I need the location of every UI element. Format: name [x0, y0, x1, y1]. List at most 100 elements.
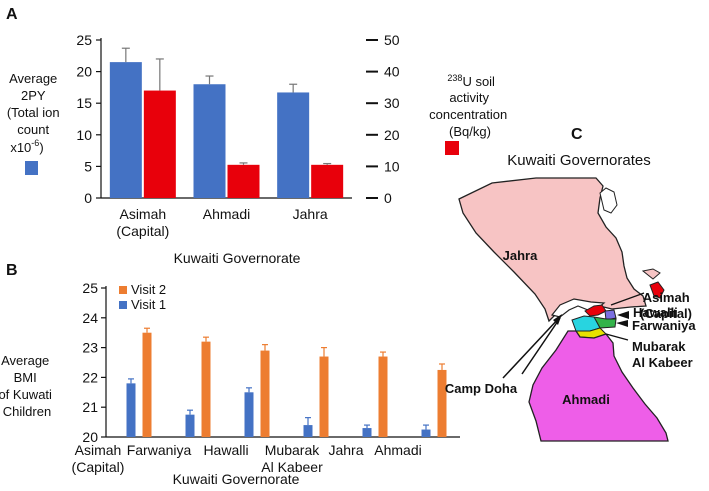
panel-b-bar — [142, 332, 152, 437]
panel-b-x-tick-label: Hawalli — [203, 442, 248, 458]
map-island-2 — [641, 268, 661, 280]
panel-a-right-tick-label: 50 — [384, 32, 400, 48]
panel-a-right-tick-label: 40 — [384, 64, 400, 80]
panel-b-y-tick-label: 20 — [82, 429, 98, 445]
panel-label-c: C — [571, 126, 583, 143]
panel-b-axes: 20 21 22 23 24 25 — [82, 280, 460, 445]
panel-b-bar — [201, 341, 211, 437]
panel-b-legend-swatch — [119, 286, 127, 294]
panel-b-x-tick-label: Mubarak — [265, 442, 320, 458]
panel-b-bar — [378, 356, 388, 437]
panel-b-y-tick-label: 22 — [82, 369, 98, 385]
panel-b-xlabel: Kuwaiti Governorate — [173, 471, 300, 487]
panel-a-right-tick-label: 30 — [384, 95, 400, 111]
map-title: Kuwaiti Governorates — [507, 152, 650, 169]
map-label-camp-doha: Camp Doha — [445, 381, 518, 396]
panel-a-bar — [109, 62, 142, 199]
panel-a-chart: Average 2PY (Total ion count x10-6) 238U… — [7, 32, 511, 266]
panel-b-ylabel: Average BMI of Kuwati Children — [0, 353, 56, 419]
map-label-asimah-line: Asimah — [643, 290, 690, 305]
panel-a-bar — [227, 164, 260, 198]
panel-a-x-tick-label: Jahra — [293, 206, 328, 222]
panel-a-ylabel-left-line: 2PY — [21, 88, 46, 103]
farwaniya-arrowhead — [616, 320, 628, 327]
panel-a-ylabel-right-line: concentration — [429, 107, 507, 122]
panel-b-legend-label: Visit 2 — [131, 282, 166, 297]
map-bubiyan-island — [599, 187, 618, 214]
panel-a-ylabel-left: Average 2PY (Total ion count x10-6) — [7, 71, 63, 155]
panel-a-ylabel-right-line: activity — [449, 90, 489, 105]
panel-a-bar — [143, 90, 176, 198]
panel-b-bar — [362, 428, 372, 437]
map-asimah-island — [649, 281, 665, 299]
camp-doha-arrow — [521, 317, 561, 375]
hawalli-arrowhead — [617, 311, 629, 319]
panel-b-x-tick-labels: Asimah(Capital)Farwaniya Hawalli MubarakAl… — [72, 442, 422, 475]
panel-b-bar — [244, 392, 254, 437]
panel-a-ylabel-left-line: x10 — [10, 140, 31, 155]
panel-a-x-tick-label: Ahmadi — [203, 206, 250, 222]
mubarak-arrow — [605, 333, 629, 341]
panel-b-legend-label: Visit 1 — [131, 297, 166, 312]
panel-b-y-tick-label: 21 — [82, 399, 98, 415]
map-ahmadi-region — [528, 330, 669, 442]
panel-a-left-tick-label: 5 — [84, 158, 92, 174]
panel-b-chart: Average BMI of Kuwati Children Visit 2Vi… — [0, 280, 460, 487]
panel-b-bar — [319, 356, 329, 437]
panel-a-bar — [193, 84, 226, 198]
panel-b-bars — [126, 327, 447, 437]
map-label-asimah-line: (Capital) — [640, 306, 692, 321]
map-label-hawalli: Hawalli — [633, 305, 678, 320]
panel-b-x-tick-label: Asimah — [75, 442, 122, 458]
panel-a-x-tick-label: (Capital) — [116, 223, 169, 239]
panel-a-legend-swatch-blue — [25, 161, 38, 175]
panel-a-bars — [109, 47, 344, 199]
map-label-mubarak-line: Al Kabeer — [632, 355, 693, 370]
panel-b-bar — [185, 414, 195, 437]
panel-a-ylabel-right-sup: 238 — [447, 73, 462, 83]
panel-a-bar — [277, 92, 310, 198]
panel-b-ylabel-line: of Kuwati — [0, 387, 52, 402]
panel-a-xlabel: Kuwaiti Governorate — [174, 250, 301, 266]
panel-a-ylabel-right: 238U soil activity concentration (Bq/kg) — [429, 73, 511, 139]
panel-b-x-tick-label: Al Kabeer — [261, 459, 323, 475]
panel-b-y-tick-label: 25 — [82, 280, 98, 296]
panel-a-ylabel-left-tail: ) — [39, 140, 43, 155]
panel-b-legend-swatch — [119, 301, 127, 309]
panel-c-map: Kuwaiti Governorates Jahra Asi — [445, 152, 696, 442]
panel-b-y-tick-label: 23 — [82, 340, 98, 356]
panel-b-x-tick-label: (Capital) — [72, 459, 125, 475]
panel-b-bar — [437, 369, 447, 437]
panel-label-a: A — [6, 6, 18, 23]
panel-a-bar — [311, 164, 344, 198]
panel-a-legend-swatch-red — [445, 141, 459, 155]
panel-a-ylabel-left-line: Average — [9, 71, 57, 86]
panel-b-x-tick-label: Jahra — [328, 442, 363, 458]
map-jahra-region — [458, 177, 647, 323]
panel-b-bar — [303, 425, 313, 437]
panel-b-y-tick-label: 24 — [82, 310, 98, 326]
panel-a-axes: 0 5 10 15 20 25 0 10 20 30 40 50 — [76, 32, 399, 206]
panel-a-right-tick-label: 20 — [384, 127, 400, 143]
panel-a-right-tick-label: 0 — [384, 190, 392, 206]
panel-b-x-tick-label: Ahmadi — [374, 442, 421, 458]
panel-label-b: B — [6, 262, 18, 279]
panel-a-left-tick-label: 15 — [76, 95, 92, 111]
panel-a-ylabel-left-line: (Total ion — [7, 105, 60, 120]
panel-a-ylabel-right-line: (Bq/kg) — [449, 124, 491, 139]
panel-a-ylabel-left-exponent: -6 — [31, 138, 39, 148]
panel-b-bar — [126, 383, 136, 437]
map-label-jahra: Jahra — [503, 248, 538, 263]
panel-a-left-tick-label: 0 — [84, 190, 92, 206]
map-hawalli-region — [604, 309, 617, 321]
panel-a-left-tick-label: 25 — [76, 32, 92, 48]
asimah-arrow — [610, 292, 645, 306]
panel-a-left-tick-label: 20 — [76, 64, 92, 80]
map-label-mubarak: Mubarak Al Kabeer — [632, 339, 693, 370]
map-label-farwaniya: Farwaniya — [632, 318, 696, 333]
map-label-mubarak-line: Mubarak — [632, 339, 686, 354]
panel-a-left-tick-label: 10 — [76, 127, 92, 143]
panel-b-ylabel-line: BMI — [14, 370, 37, 385]
